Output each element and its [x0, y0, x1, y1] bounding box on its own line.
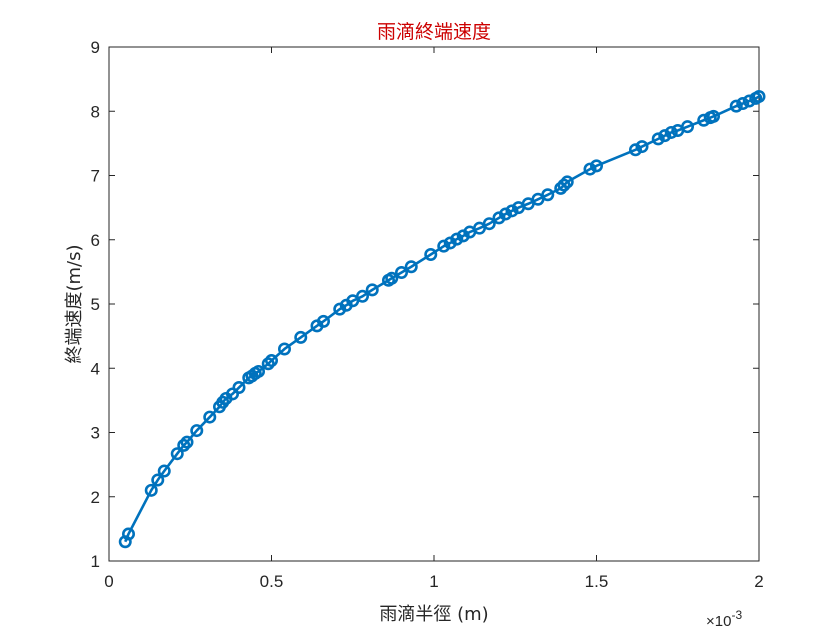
y-tick-label: 1 — [91, 552, 100, 571]
data-point — [482, 217, 496, 231]
data-point — [252, 364, 266, 378]
data-point — [190, 424, 204, 438]
data-point — [628, 143, 642, 157]
data-point — [706, 109, 720, 123]
data-point — [554, 181, 568, 195]
y-axis-label: 終端速度(m/s) — [64, 244, 85, 363]
x-exponent-power: -3 — [731, 608, 742, 622]
x-tick-label: 0 — [104, 572, 113, 591]
data-point — [635, 140, 649, 154]
data-point — [316, 314, 330, 328]
y-tick-label: 9 — [91, 38, 100, 57]
data-point — [118, 535, 132, 549]
data-point — [122, 527, 136, 541]
data-point — [144, 483, 158, 497]
data-point — [261, 357, 275, 371]
data-point — [505, 204, 519, 218]
data-point — [680, 120, 694, 134]
data-point — [277, 342, 291, 356]
y-tick-label: 3 — [91, 424, 100, 443]
x-tick-label: 0.5 — [260, 572, 284, 591]
x-axis-label: 雨滴半徑 (m) — [379, 604, 488, 625]
axes-box — [108, 46, 760, 562]
x-exponent-base: ×10 — [706, 613, 731, 630]
x-tick-label: 1 — [429, 572, 438, 591]
data-point — [498, 207, 512, 221]
data-point — [651, 132, 665, 146]
data-point — [658, 129, 672, 143]
data-point — [557, 178, 571, 192]
y-tick-label: 8 — [91, 102, 100, 121]
series-layer — [118, 89, 766, 549]
plot-area — [109, 47, 759, 561]
data-point — [177, 438, 191, 452]
data-point — [736, 97, 750, 111]
y-tick-label: 7 — [91, 167, 100, 186]
data-point — [157, 464, 171, 478]
data-point — [394, 266, 408, 280]
data-point — [151, 473, 165, 487]
y-axis-ticks: 1 2 3 4 5 6 7 8 9 — [91, 38, 759, 571]
data-point — [589, 159, 603, 173]
data-point — [226, 387, 240, 401]
data-point — [450, 232, 464, 246]
data-point — [404, 260, 418, 274]
x-exponent-label: ×10-3 — [706, 608, 742, 630]
y-tick-label: 6 — [91, 231, 100, 250]
data-point — [232, 381, 246, 395]
data-point — [560, 175, 574, 189]
data-point — [170, 447, 184, 461]
y-tick-label: 2 — [91, 488, 100, 507]
data-point — [583, 162, 597, 176]
data-point — [203, 410, 217, 424]
y-tick-label: 4 — [91, 359, 100, 378]
data-point — [385, 271, 399, 285]
data-point — [664, 125, 678, 139]
chart-title: 雨滴終端速度 — [377, 21, 491, 43]
data-point — [752, 89, 766, 103]
data-point — [264, 354, 278, 368]
data-point — [355, 289, 369, 303]
data-point — [424, 248, 438, 262]
data-point — [365, 283, 379, 297]
data-point — [729, 99, 743, 113]
data-point — [294, 330, 308, 344]
data-point — [180, 435, 194, 449]
x-tick-label: 1.5 — [585, 572, 609, 591]
y-tick-label: 5 — [91, 295, 100, 314]
data-point — [437, 239, 451, 253]
x-tick-label: 2 — [754, 572, 763, 591]
data-point — [541, 188, 555, 202]
